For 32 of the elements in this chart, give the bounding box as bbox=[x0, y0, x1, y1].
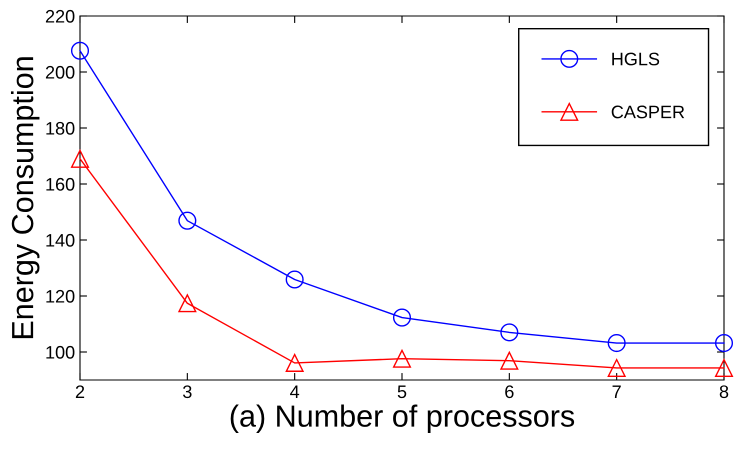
legend-label: HGLS bbox=[612, 52, 660, 66]
point bbox=[608, 334, 626, 352]
y-tick-label: 220 bbox=[46, 10, 74, 23]
point bbox=[178, 294, 196, 312]
point bbox=[178, 212, 196, 230]
x-tick-label: 5 bbox=[398, 386, 406, 398]
point bbox=[392, 308, 412, 327]
y-tick-label: 140 bbox=[46, 234, 74, 247]
point bbox=[70, 150, 90, 168]
point bbox=[714, 358, 734, 377]
point bbox=[500, 352, 518, 370]
x-axis-title: (a) Number of processors bbox=[230, 404, 574, 433]
y-tick-label: 180 bbox=[46, 122, 74, 135]
y-axis-title: Energy Consumption bbox=[10, 57, 40, 338]
point bbox=[286, 354, 304, 372]
x-tick-label: 6 bbox=[505, 385, 514, 398]
x-tick-label: 3 bbox=[183, 385, 192, 398]
x-tick-label: 7 bbox=[612, 386, 621, 398]
x-tick-label: 2 bbox=[76, 385, 84, 398]
point bbox=[714, 334, 734, 352]
y-tick-label: 100 bbox=[46, 346, 74, 359]
legend-label: CASPER bbox=[612, 106, 684, 118]
y-tick-label: 120 bbox=[46, 290, 74, 303]
point bbox=[70, 42, 90, 60]
point bbox=[500, 323, 518, 342]
point bbox=[608, 358, 626, 377]
y-tick-label: 160 bbox=[46, 178, 74, 191]
x-tick-label: 4 bbox=[290, 386, 300, 398]
x-tick-label: 8 bbox=[720, 385, 728, 398]
point bbox=[286, 270, 304, 289]
y-tick-label: 200 bbox=[46, 66, 74, 79]
point bbox=[392, 350, 412, 368]
